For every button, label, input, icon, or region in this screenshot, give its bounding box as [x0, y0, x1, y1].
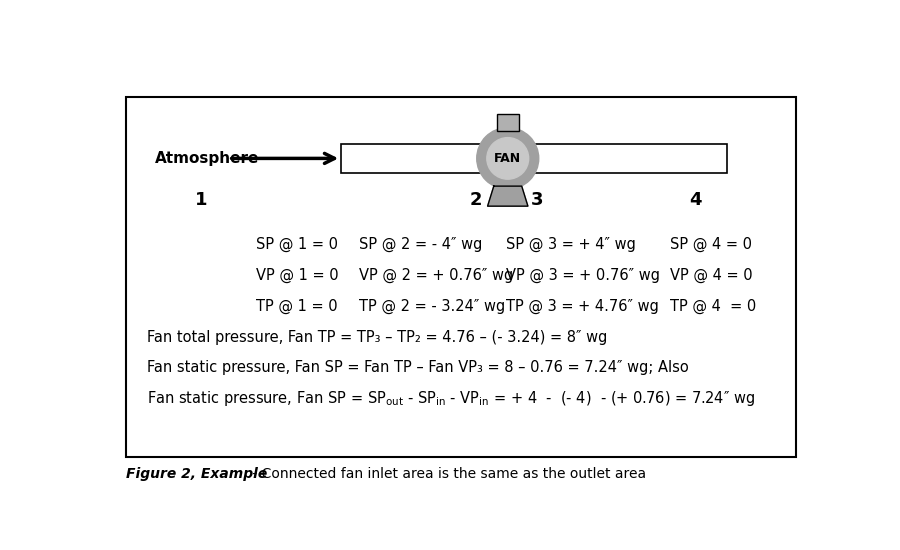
Text: Fan static pressure, Fan SP = SP$_{\mathrm{out}}$ - SP$_{\mathrm{in}}$ - VP$_{\m: Fan static pressure, Fan SP = SP$_{\math…	[148, 389, 755, 408]
Text: SP @ 2 = - 4″ wg: SP @ 2 = - 4″ wg	[359, 237, 482, 252]
Text: SP @ 4 = 0: SP @ 4 = 0	[670, 237, 752, 252]
Text: TP @ 2 = - 3.24″ wg: TP @ 2 = - 3.24″ wg	[359, 299, 505, 314]
Text: 3: 3	[531, 191, 544, 209]
Text: VP @ 2 = + 0.76″ wg: VP @ 2 = + 0.76″ wg	[359, 268, 513, 283]
Circle shape	[487, 138, 528, 179]
Text: Figure 2, Example: Figure 2, Example	[126, 467, 267, 481]
Text: 2: 2	[470, 191, 482, 209]
Bar	[126, 97, 796, 457]
Text: Atmosphere: Atmosphere	[155, 151, 259, 166]
Text: - Connected fan inlet area is the same as the outlet area: - Connected fan inlet area is the same a…	[248, 467, 646, 481]
Text: TP @ 4  = 0: TP @ 4 = 0	[670, 299, 757, 314]
Text: Fan total pressure, Fan TP = TP₃ – TP₂ = 4.76 – (- 3.24) = 8″ wg: Fan total pressure, Fan TP = TP₃ – TP₂ =…	[148, 329, 608, 344]
Polygon shape	[488, 186, 528, 206]
Text: VP @ 3 = + 0.76″ wg: VP @ 3 = + 0.76″ wg	[506, 268, 661, 283]
Circle shape	[477, 128, 539, 189]
Text: VP @ 1 = 0: VP @ 1 = 0	[256, 268, 338, 283]
Text: SP @ 3 = + 4″ wg: SP @ 3 = + 4″ wg	[506, 237, 636, 252]
Text: SP @ 1 = 0: SP @ 1 = 0	[256, 237, 338, 252]
Bar	[528, 144, 727, 173]
Text: 4: 4	[689, 191, 702, 209]
Text: 1: 1	[195, 191, 208, 209]
Text: TP @ 1 = 0: TP @ 1 = 0	[256, 299, 338, 314]
Text: TP @ 3 = + 4.76″ wg: TP @ 3 = + 4.76″ wg	[506, 299, 659, 314]
Bar	[497, 114, 518, 131]
Text: FAN: FAN	[494, 152, 521, 165]
Text: Fan static pressure, Fan SP = Fan TP – Fan VP₃ = 8 – 0.76 = 7.24″ wg; Also: Fan static pressure, Fan SP = Fan TP – F…	[148, 360, 689, 375]
Text: VP @ 4 = 0: VP @ 4 = 0	[670, 268, 753, 283]
Bar	[341, 144, 492, 173]
